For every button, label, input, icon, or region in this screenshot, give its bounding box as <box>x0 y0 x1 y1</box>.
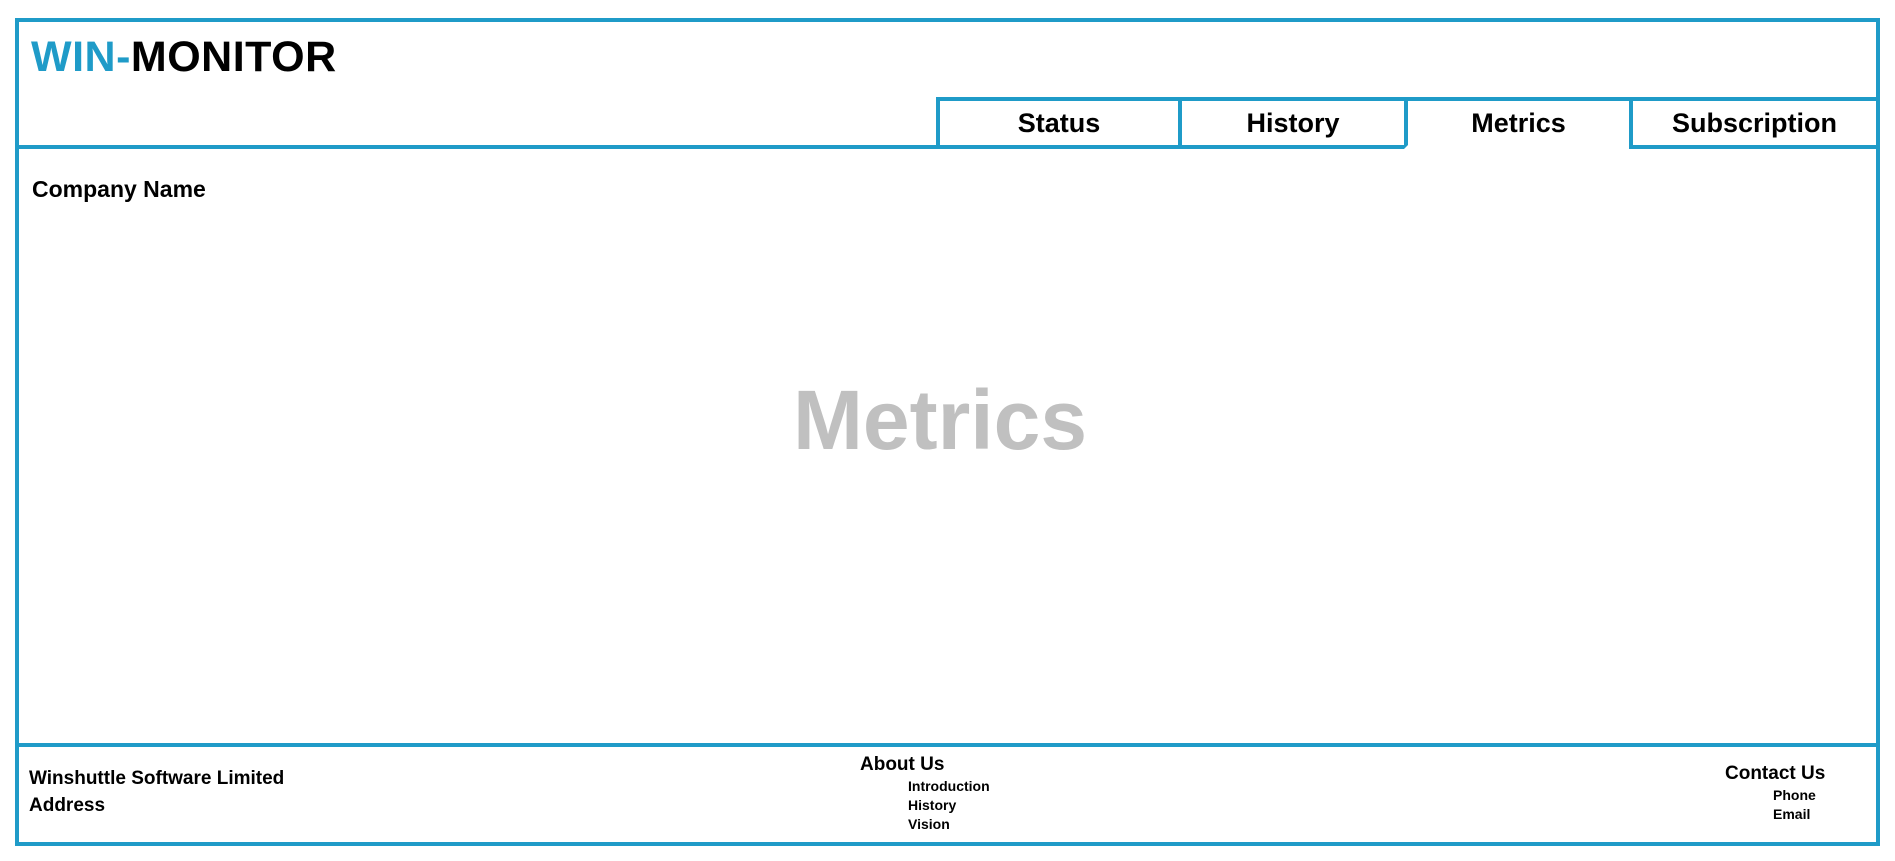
footer-about: About Us Introduction History Vision <box>860 753 990 834</box>
footer-link-history[interactable]: History <box>908 797 957 813</box>
contact-us-heading[interactable]: Contact Us <box>1725 763 1826 784</box>
about-us-links: Introduction History Vision <box>860 777 990 834</box>
footer-link-introduction[interactable]: Introduction <box>908 778 990 794</box>
contact-us-links: Phone Email <box>1725 786 1825 824</box>
content-placeholder: Metrics <box>792 373 1088 467</box>
company-name: Company Name <box>32 176 206 202</box>
footer-link-phone[interactable]: Phone <box>1773 787 1816 803</box>
footer-company-info: Winshuttle Software Limited Address <box>29 765 284 819</box>
footer-company-name: Winshuttle Software Limited <box>29 768 285 789</box>
footer-contact: Contact Us Phone Email <box>1725 762 1825 824</box>
tab-metrics[interactable]: Metrics <box>1404 97 1633 149</box>
logo-prefix: WIN- <box>31 33 131 81</box>
about-us-heading[interactable]: About Us <box>860 754 945 775</box>
footer-divider <box>15 743 1880 747</box>
tab-subscription[interactable]: Subscription <box>1629 97 1880 149</box>
tab-history[interactable]: History <box>1178 97 1408 149</box>
app-logo[interactable]: WIN-MONITOR <box>31 33 337 82</box>
page-frame <box>15 18 1880 846</box>
tab-status[interactable]: Status <box>936 97 1182 149</box>
footer-link-email[interactable]: Email <box>1773 806 1811 822</box>
footer-address: Address <box>29 795 106 816</box>
logo-suffix: MONITOR <box>130 33 337 81</box>
footer-link-vision[interactable]: Vision <box>908 816 950 832</box>
